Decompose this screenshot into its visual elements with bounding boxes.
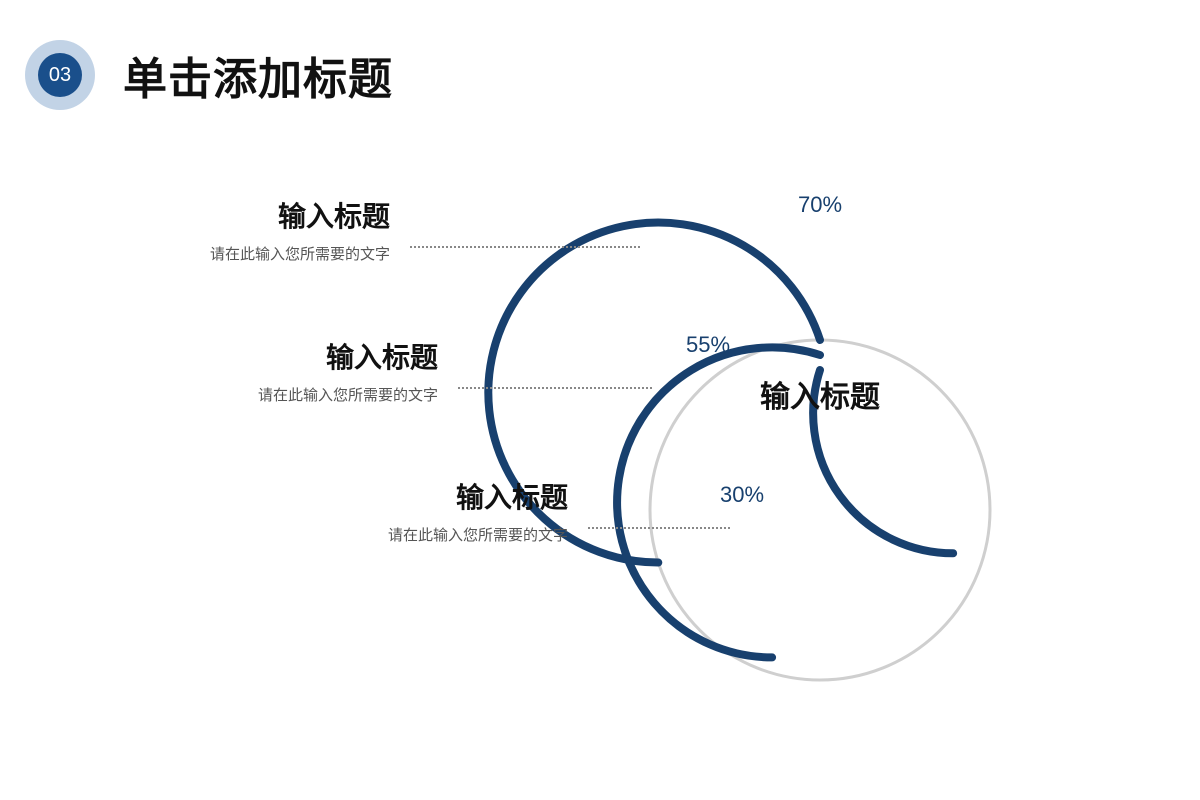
connector-line-2 <box>588 527 730 529</box>
connector-line-1 <box>458 387 652 389</box>
label-block-1: 输入标题请在此输入您所需要的文字 <box>258 336 438 405</box>
percent-label-2: 30% <box>720 482 764 508</box>
slide-title[interactable]: 单击添加标题 <box>123 43 393 107</box>
slide-header: 03 单击添加标题 <box>25 40 393 110</box>
badge-number: 03 <box>49 64 71 87</box>
label-title-2[interactable]: 输入标题 <box>388 476 568 516</box>
label-subtitle-2[interactable]: 请在此输入您所需要的文字 <box>388 524 568 545</box>
radial-chart: 70%55%30%输入标题输入标题请在此输入您所需要的文字输入标题请在此输入您所… <box>0 120 1200 680</box>
label-title-0[interactable]: 输入标题 <box>210 195 390 235</box>
rings-svg <box>0 120 1200 800</box>
label-subtitle-0[interactable]: 请在此输入您所需要的文字 <box>210 243 390 264</box>
chart-center-label[interactable]: 输入标题 <box>740 372 900 416</box>
section-badge: 03 <box>25 40 95 110</box>
label-block-2: 输入标题请在此输入您所需要的文字 <box>388 476 568 545</box>
percent-label-1: 55% <box>686 332 730 358</box>
label-subtitle-1[interactable]: 请在此输入您所需要的文字 <box>258 384 438 405</box>
connector-line-0 <box>410 246 640 248</box>
badge-inner-circle: 03 <box>38 53 82 97</box>
percent-label-0: 70% <box>798 192 842 218</box>
label-block-0: 输入标题请在此输入您所需要的文字 <box>210 195 390 264</box>
label-title-1[interactable]: 输入标题 <box>258 336 438 376</box>
